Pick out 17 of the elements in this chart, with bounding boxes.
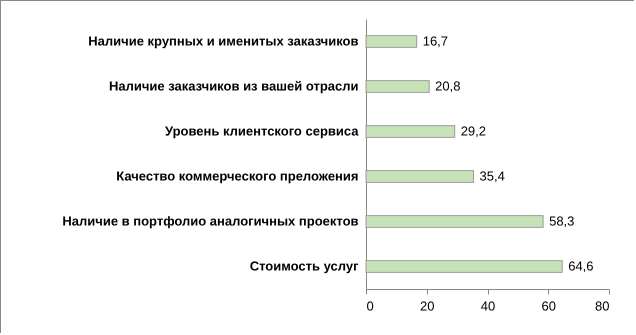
data-label: 16,7 — [422, 34, 448, 48]
x-tick-label: 60 — [542, 298, 556, 314]
x-tick-label: 20 — [420, 298, 434, 314]
data-label: 29,2 — [460, 124, 486, 138]
x-tick-label: 0 — [366, 298, 374, 314]
y-tick-label: Наличие в портфолио аналогичных проектов — [62, 214, 359, 228]
data-label: 64,6 — [568, 258, 594, 274]
x-tick-label: 40 — [480, 298, 496, 314]
data-label: 35,4 — [480, 168, 505, 184]
y-tick-label: Стоимость услуг — [250, 258, 360, 274]
x-tick-label: 80 — [595, 298, 610, 314]
y-tick-label: Уровень клиентского сервиса — [165, 124, 360, 138]
y-tick-label: Наличие заказчиков из вашей отрасли — [109, 78, 358, 94]
y-tick-label: Качество коммерческого преложения — [116, 168, 358, 184]
data-label: 58,3 — [549, 214, 574, 228]
y-tick-label: Наличие крупных и именитых заказчиков — [88, 34, 358, 48]
data-label: 20,8 — [435, 78, 460, 94]
